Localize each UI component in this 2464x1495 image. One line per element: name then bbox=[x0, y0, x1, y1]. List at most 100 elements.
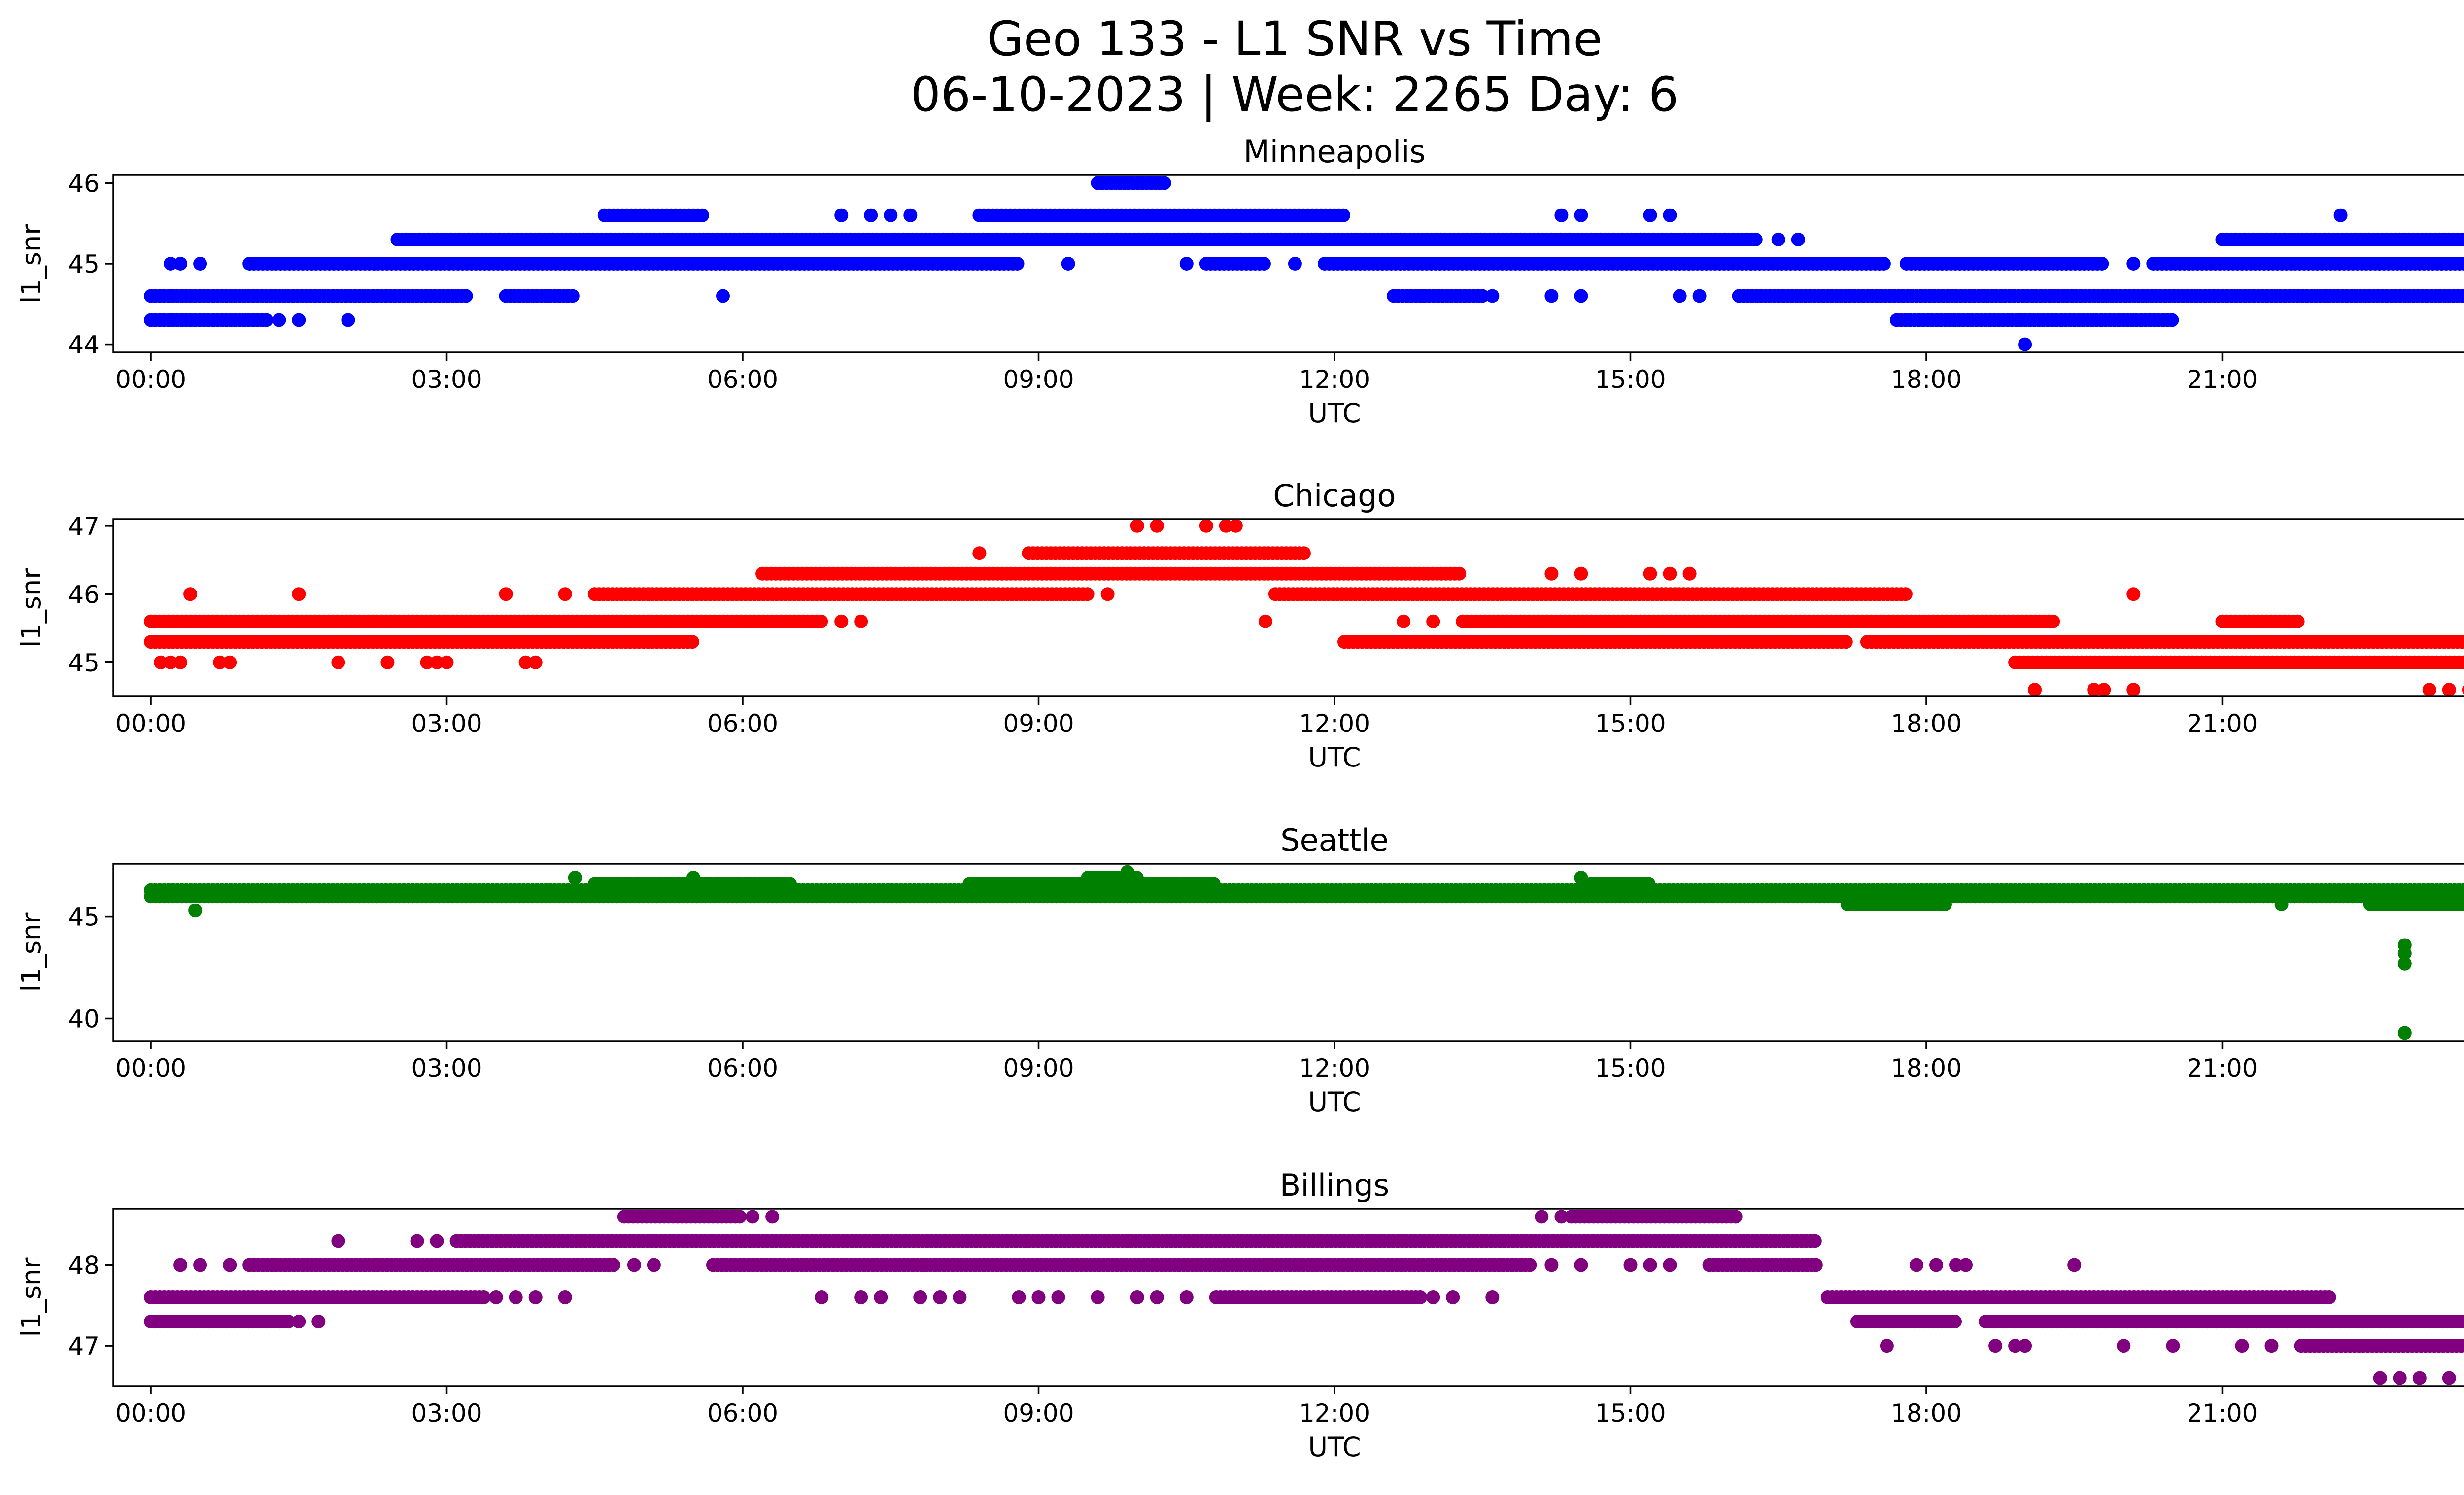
data-point bbox=[2397, 946, 2412, 961]
data-point bbox=[903, 208, 918, 222]
data-point bbox=[518, 655, 533, 669]
data-point bbox=[380, 655, 395, 669]
data-point bbox=[2126, 257, 2141, 271]
data-point bbox=[292, 313, 306, 327]
x-tick-label: 15:00 bbox=[1595, 1054, 1666, 1082]
data-point bbox=[2126, 683, 2141, 696]
data-point bbox=[1574, 289, 1588, 303]
data-point bbox=[459, 289, 473, 303]
data-point bbox=[259, 313, 274, 327]
x-tick-label: 03:00 bbox=[411, 365, 482, 394]
x-tick-label: 21:00 bbox=[2187, 709, 2258, 738]
data-point bbox=[1748, 232, 1763, 246]
data-point bbox=[2095, 257, 2109, 271]
x-tick-label: 12:00 bbox=[1299, 1054, 1370, 1082]
data-point bbox=[1485, 289, 1500, 303]
data-point bbox=[499, 587, 513, 601]
data-point bbox=[1297, 546, 1311, 560]
data-point bbox=[193, 257, 207, 271]
data-point bbox=[2463, 1342, 2464, 1350]
data-point bbox=[1544, 566, 1559, 581]
data-point bbox=[1229, 519, 1243, 533]
data-point bbox=[1642, 877, 1656, 891]
x-tick-label: 03:00 bbox=[411, 709, 482, 738]
x-tick-label: 12:00 bbox=[1299, 709, 1370, 738]
y-tick-label: 45 bbox=[68, 250, 100, 278]
data-point bbox=[2097, 683, 2111, 696]
data-point bbox=[2462, 1317, 2464, 1326]
data-point bbox=[154, 655, 168, 669]
data-point bbox=[606, 1258, 620, 1272]
data-point bbox=[213, 655, 227, 669]
data-point bbox=[1791, 232, 1805, 246]
data-points bbox=[144, 865, 2464, 1040]
data-point bbox=[2461, 258, 2464, 269]
x-tick-label: 18:00 bbox=[1891, 1054, 1962, 1082]
data-point bbox=[420, 655, 434, 669]
data-point bbox=[1604, 635, 1618, 649]
x-tick-label: 03:00 bbox=[411, 1054, 482, 1082]
panel-title: Chicago bbox=[1273, 478, 1396, 514]
data-points bbox=[144, 519, 2464, 696]
data-point bbox=[1130, 519, 1144, 533]
x-axis-label: UTC bbox=[1308, 742, 1361, 773]
data-point bbox=[783, 877, 797, 891]
data-point bbox=[341, 313, 355, 327]
data-point bbox=[1150, 519, 1164, 533]
data-point bbox=[814, 614, 828, 628]
data-point bbox=[440, 655, 454, 669]
data-point bbox=[2462, 685, 2464, 695]
data-point bbox=[1554, 208, 1569, 222]
data-point bbox=[1219, 519, 1233, 533]
data-point bbox=[1397, 614, 1411, 628]
data-point bbox=[2422, 683, 2436, 696]
x-tick-label: 12:00 bbox=[1299, 365, 1370, 394]
x-tick-label: 09:00 bbox=[1003, 365, 1074, 394]
data-point bbox=[2087, 683, 2101, 696]
data-point bbox=[188, 904, 203, 918]
y-tick-label: 44 bbox=[68, 331, 100, 359]
data-point bbox=[2046, 614, 2060, 628]
x-axis-label: UTC bbox=[1308, 1086, 1361, 1117]
plot-frame bbox=[112, 518, 2464, 697]
data-point bbox=[2397, 956, 2412, 971]
x-tick-label: 15:00 bbox=[1595, 709, 1666, 738]
x-tick-label: 21:00 bbox=[2187, 365, 2258, 394]
data-points bbox=[144, 176, 2464, 351]
y-tick-label: 46 bbox=[68, 169, 100, 198]
y-axis-label: l1_snr bbox=[16, 224, 47, 304]
data-point bbox=[1010, 257, 1025, 271]
data-point bbox=[1452, 566, 1467, 581]
data-point bbox=[1771, 232, 1785, 246]
data-point bbox=[1877, 257, 1891, 271]
data-point bbox=[1475, 289, 1490, 303]
data-point bbox=[695, 208, 709, 222]
panel-title: Minneapolis bbox=[1243, 134, 1426, 170]
data-point bbox=[1100, 587, 1115, 601]
panel-title: Seattle bbox=[1280, 822, 1388, 858]
y-axis-label: l1_snr bbox=[16, 912, 47, 992]
data-point bbox=[716, 289, 730, 303]
data-point bbox=[1120, 865, 1134, 879]
data-point bbox=[2442, 683, 2456, 696]
data-point bbox=[685, 635, 699, 649]
data-point bbox=[2322, 1290, 2336, 1304]
data-point bbox=[292, 587, 306, 601]
data-point bbox=[686, 871, 700, 885]
data-point bbox=[1523, 1258, 1537, 1272]
data-point bbox=[1336, 208, 1350, 222]
data-point bbox=[1080, 587, 1095, 601]
y-tick-label: 46 bbox=[68, 580, 100, 609]
data-point bbox=[2028, 683, 2042, 696]
data-point bbox=[2397, 1026, 2412, 1040]
data-point bbox=[1839, 635, 1853, 649]
y-axis-label: l1_snr bbox=[16, 568, 47, 648]
data-point bbox=[1673, 289, 1687, 303]
data-point bbox=[854, 614, 868, 628]
data-point bbox=[183, 587, 198, 601]
data-point bbox=[834, 614, 849, 628]
x-tick-label: 06:00 bbox=[707, 709, 778, 738]
